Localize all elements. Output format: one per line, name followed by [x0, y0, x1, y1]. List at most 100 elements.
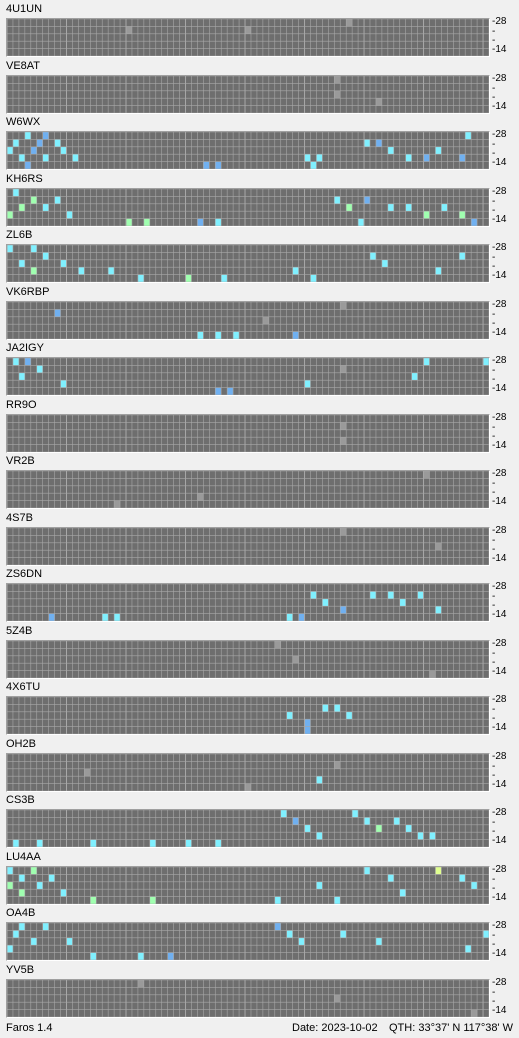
- activity-cell: [18, 873, 25, 882]
- activity-cell: [375, 937, 382, 946]
- band-scale-mark: -28: [492, 129, 507, 140]
- band-scale: -28- - -14: [492, 299, 519, 340]
- activity-cell: [48, 873, 55, 882]
- band-scale-mark: -14: [492, 552, 507, 564]
- band-scale: -28- - -14: [492, 751, 519, 792]
- activity-cell: [66, 210, 73, 219]
- activity-cell: [352, 810, 359, 818]
- activity-cell: [358, 218, 365, 226]
- activity-grid-svg: [7, 75, 489, 113]
- activity-cell: [90, 952, 97, 960]
- band-scale: -28- - -14: [492, 525, 519, 566]
- activity-grid-svg: [7, 19, 489, 56]
- band-scale-mark: -14: [492, 270, 507, 281]
- grid-background: [7, 810, 489, 847]
- activity-cell: [304, 154, 311, 162]
- activity-cell: [114, 500, 121, 508]
- activity-cell: [137, 979, 144, 987]
- grid-background: [7, 471, 489, 508]
- band-scale-mark: -14: [492, 157, 507, 168]
- activity-cell: [42, 132, 49, 140]
- activity-cell: [108, 267, 115, 275]
- beacon-callsign: CS3B: [6, 794, 35, 806]
- beacon-callsign: VK6RBP: [6, 285, 50, 298]
- band-scale-mark: -: [492, 995, 496, 1007]
- activity-cell: [42, 252, 49, 260]
- activity-cell: [405, 824, 412, 833]
- band-scale-mark: -14: [492, 326, 507, 338]
- activity-cell: [483, 930, 489, 938]
- activity-cell: [90, 839, 97, 847]
- activity-cell: [167, 952, 174, 960]
- activity-cell: [30, 937, 37, 946]
- activity-cell: [280, 810, 287, 818]
- activity-cell: [197, 218, 204, 226]
- band-scale-mark: -14: [492, 100, 507, 112]
- activity-cell: [54, 308, 61, 317]
- beacon-panel: W6WX -28- - -14: [0, 115, 519, 171]
- band-scale-mark: -: [492, 534, 496, 546]
- grid-background: [7, 75, 489, 113]
- band-scale-mark: -: [492, 421, 496, 433]
- activity-cell: [42, 154, 49, 162]
- beacon-callsign: 4X6TU: [6, 681, 41, 693]
- activity-cell: [310, 274, 317, 282]
- beacon-activity-grid: [6, 922, 490, 961]
- activity-cell: [334, 704, 341, 712]
- activity-cell: [304, 380, 311, 388]
- band-scale-mark: -: [492, 195, 496, 207]
- activity-cell: [441, 203, 448, 211]
- beacon-panel: KH6RS -28- - -14: [0, 172, 519, 228]
- activity-cell: [375, 97, 382, 106]
- beacon-panel: OA4B -28- - -14: [0, 906, 519, 962]
- activity-grid-svg: [7, 640, 489, 678]
- activity-cell: [375, 824, 382, 833]
- grid-background: [7, 697, 489, 734]
- activity-cell: [215, 331, 222, 339]
- activity-cell: [393, 817, 400, 825]
- activity-cell: [423, 358, 430, 366]
- beacon-callsign: LU4AA: [6, 850, 41, 863]
- activity-cell: [429, 832, 436, 840]
- activity-cell: [137, 952, 144, 960]
- band-scale-mark: -28: [492, 581, 507, 592]
- band-scale-mark: -: [492, 35, 496, 46]
- activity-cell: [459, 154, 466, 162]
- activity-cell: [483, 358, 489, 366]
- band-scale-mark: -: [492, 430, 496, 442]
- activity-cell: [36, 839, 43, 847]
- activity-cell: [18, 203, 25, 211]
- activity-cell: [274, 640, 281, 648]
- activity-cell: [364, 139, 370, 147]
- activity-cell: [340, 436, 347, 445]
- activity-cell: [215, 387, 222, 395]
- activity-cell: [304, 719, 311, 727]
- band-scale-mark: -28: [492, 468, 507, 479]
- band-scale-mark: -: [492, 939, 496, 950]
- activity-cell: [334, 896, 341, 904]
- beacon-callsign: 4U1UN: [6, 3, 43, 15]
- band-scale: -28- - -14: [492, 72, 519, 114]
- beacon-callsign: OH2B: [6, 737, 36, 750]
- grid-background: [7, 923, 489, 960]
- activity-cell: [18, 923, 25, 931]
- activity-cell: [340, 930, 347, 938]
- beacon-callsign: YV5B: [6, 963, 35, 976]
- activity-cell: [126, 26, 132, 34]
- activity-cell: [435, 542, 442, 550]
- beacon-callsign: RR9O: [6, 398, 37, 411]
- beacon-panel: VR2B -28- - -14: [0, 454, 519, 510]
- beacon-activity-grid: [6, 583, 490, 622]
- beacon-panel: RR9O -28- - -14: [0, 398, 519, 454]
- beacon-activity-grid: [6, 74, 490, 114]
- band-scale-mark: -14: [492, 383, 507, 394]
- activity-cell: [60, 380, 67, 388]
- beacon-callsign: ZL6B: [6, 229, 33, 241]
- activity-cell: [262, 316, 269, 324]
- activity-cell: [340, 421, 347, 430]
- band-scale-mark: -28: [492, 72, 507, 84]
- activity-cell: [346, 203, 353, 211]
- band-scale-mark: -: [492, 930, 496, 941]
- activity-cell: [137, 274, 144, 282]
- band-scale: -28- - -14: [492, 356, 519, 396]
